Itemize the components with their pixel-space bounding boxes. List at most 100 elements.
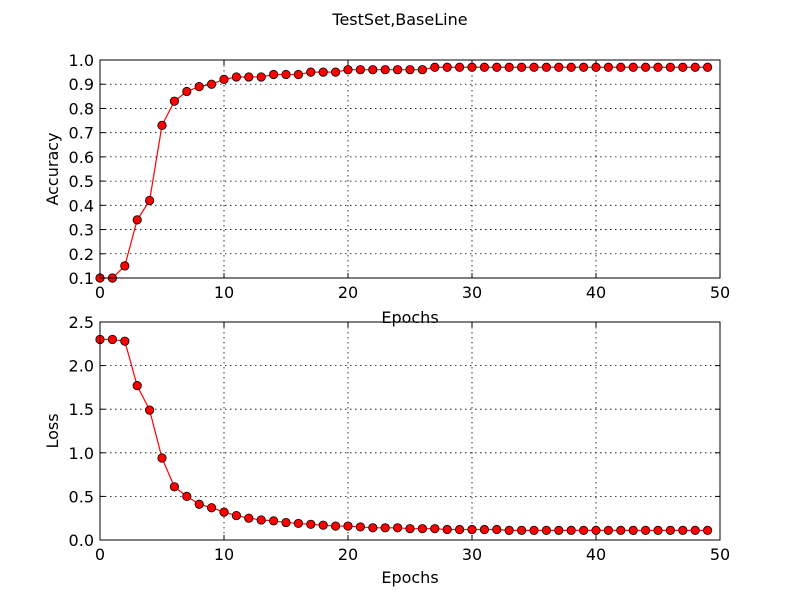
accuracy-x-tick-label: 40 [586,283,606,302]
loss-data-point [318,520,328,530]
accuracy-y-tick-label: 0.9 [69,75,94,94]
accuracy-data-point [368,65,378,75]
accuracy-x-axis-label: Epochs [381,308,438,327]
accuracy-data-point [665,62,676,72]
accuracy-data-point [355,65,365,75]
accuracy-data-point [244,72,254,82]
loss-data-point [554,525,564,536]
loss-data-point [120,336,130,346]
loss-data-point [603,525,614,536]
loss-data-point [417,524,427,534]
loss-data-point [219,507,229,517]
accuracy-data-point [578,62,589,72]
loss-data-point [343,521,353,531]
accuracy-data-point [430,62,440,72]
loss-y-tick-label: 1.0 [69,444,94,463]
loss-y-tick-label: 1.5 [69,400,94,419]
loss-y-tick-label: 0.5 [69,487,94,506]
accuracy-data-point [591,62,601,72]
loss-data-point [207,503,217,513]
loss-data-point [182,491,192,501]
loss-series-line [100,338,708,532]
loss-data-point [504,525,514,536]
accuracy-data-point [467,62,477,72]
accuracy-data-point [603,62,614,72]
loss-y-tick-label: 2.5 [69,313,94,332]
loss-x-tick-label: 50 [710,545,730,564]
loss-data-point [194,499,204,509]
loss-data-point [578,525,589,536]
loss-data-point [145,405,155,415]
accuracy-data-point [306,67,316,77]
loss-data-point [368,523,378,533]
accuracy-data-point [628,62,638,72]
loss-subplot: 0 10 20 30 40 50 0.0 0.5 1.0 1.5 2.0 2.5 Epochs Loss [43,313,730,587]
accuracy-x-tick-label: 10 [214,283,234,302]
accuracy-data-point [417,65,427,75]
accuracy-data-point [678,62,688,72]
figure-title: TestSet,BaseLine [331,10,467,29]
accuracy-y-axis-label: Accuracy [43,132,62,205]
accuracy-y-tick-label: 0.8 [69,99,94,118]
loss-data-point [157,453,167,463]
accuracy-y-tick-label: 0.2 [69,245,94,264]
accuracy-data-point [169,96,179,106]
loss-x-tick-label: 10 [214,545,234,564]
accuracy-data-point [702,62,713,72]
accuracy-data-point [566,62,576,72]
accuracy-data-point [343,65,353,75]
accuracy-data-point [479,62,489,72]
loss-data-point [702,525,713,536]
accuracy-y-tick-label: 0.7 [69,124,94,143]
loss-axes-frame [99,321,721,541]
loss-data-point [392,523,403,533]
accuracy-series-line [100,66,708,279]
accuracy-data-point [380,65,390,75]
accuracy-data-point [281,69,291,80]
accuracy-data-point [268,69,279,80]
accuracy-data-point [293,69,303,80]
accuracy-data-point [157,120,167,131]
loss-data-point [492,524,502,535]
accuracy-y-tick-label: 1.0 [69,51,94,70]
accuracy-y-tick-label: 0.6 [69,148,94,167]
accuracy-data-point [194,82,204,92]
loss-data-point [529,525,539,536]
loss-data-point [442,524,452,535]
loss-data-point [566,525,576,536]
accuracy-data-point [504,62,514,72]
accuracy-data-point [690,62,700,72]
accuracy-data-point [492,62,502,72]
loss-y-tick-label: 2.0 [69,357,94,376]
accuracy-data-point [219,74,229,84]
loss-data-point [467,524,477,535]
loss-data-point [355,522,365,532]
accuracy-data-point [207,79,217,89]
loss-x-tick-label: 0 [95,545,105,564]
loss-x-tick-label: 40 [586,545,606,564]
loss-x-tick-label: 20 [338,545,358,564]
accuracy-data-point [145,195,155,206]
loss-y-axis-label: Loss [43,413,62,448]
loss-data-point [665,525,676,536]
accuracy-data-point [182,86,192,97]
loss-data-point [541,525,552,536]
accuracy-data-point [454,62,465,72]
accuracy-data-point [132,215,142,225]
accuracy-axes-frame [99,59,721,279]
loss-data-point [107,334,118,345]
loss-data-point [244,513,254,523]
loss-data-point [330,521,341,531]
loss-data-point [281,517,291,528]
accuracy-y-tick-label: 0.4 [69,196,94,215]
accuracy-x-tick-label: 0 [95,283,105,302]
loss-data-point [454,524,465,535]
accuracy-y-tick-label: 0.1 [69,269,94,288]
loss-data-point [231,510,241,521]
accuracy-data-point [405,65,415,75]
accuracy-data-point [529,62,539,72]
accuracy-data-point [256,72,266,82]
loss-data-point [591,525,601,536]
loss-data-point [640,525,651,536]
